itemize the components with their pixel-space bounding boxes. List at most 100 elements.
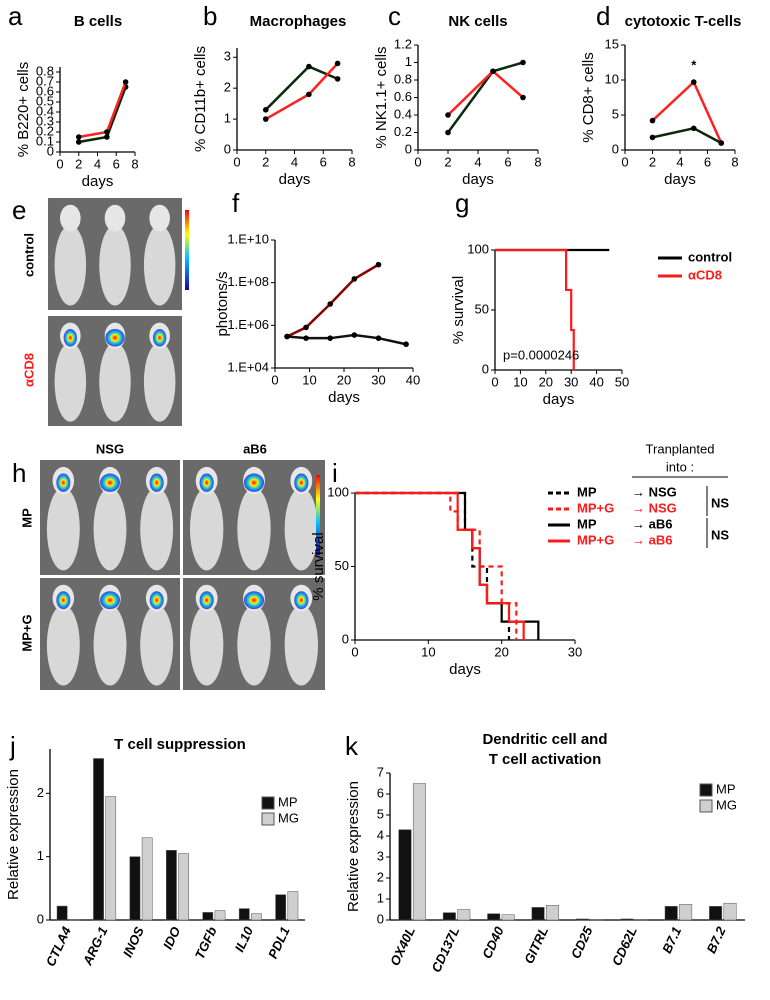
data-point bbox=[104, 129, 110, 135]
x-tick-label: 2 bbox=[75, 156, 82, 171]
survival-curve bbox=[355, 491, 540, 640]
y-tick-label: 3 bbox=[224, 49, 231, 64]
y-axis-label: % CD8+ cells bbox=[580, 52, 597, 142]
survival-curve bbox=[355, 491, 518, 640]
mouse-body bbox=[93, 487, 127, 571]
bar bbox=[56, 905, 68, 921]
y-tick-label: 10 bbox=[605, 71, 619, 86]
legend-label: MP bbox=[577, 516, 597, 531]
annotation: p=0.0000246 bbox=[503, 347, 579, 362]
data-point bbox=[351, 276, 358, 282]
mouse-body bbox=[93, 604, 127, 686]
mouse-body bbox=[189, 604, 224, 686]
y-axis-label: % survival bbox=[310, 532, 327, 600]
bar bbox=[487, 913, 501, 921]
survival-curve bbox=[355, 491, 511, 640]
data-point bbox=[649, 117, 656, 124]
bioluminescence bbox=[63, 329, 78, 347]
y-tick-label: 6 bbox=[377, 785, 384, 800]
legend-label: MG bbox=[278, 810, 299, 825]
data-point bbox=[334, 60, 341, 67]
panel-letter: c bbox=[388, 1, 401, 31]
panel-letter: d bbox=[596, 1, 610, 31]
bar bbox=[723, 902, 737, 921]
bioluminescence bbox=[100, 591, 120, 610]
bar bbox=[457, 909, 471, 921]
y-tick-label: 0.5 bbox=[36, 93, 54, 108]
x-tick-label: CD40 bbox=[479, 924, 507, 961]
x-axis-label: days bbox=[328, 389, 360, 406]
x-tick-label: 10 bbox=[421, 644, 435, 659]
x-tick-label: 6 bbox=[113, 156, 120, 171]
bar bbox=[590, 919, 604, 921]
mouse-body bbox=[140, 604, 174, 686]
x-tick-label: 8 bbox=[348, 154, 355, 169]
y-tick-label: 0 bbox=[377, 911, 384, 926]
bar bbox=[202, 912, 214, 921]
y-tick-label: 0.2 bbox=[394, 124, 412, 139]
y-axis-label: % B220+ cells bbox=[15, 62, 32, 157]
bar bbox=[251, 913, 262, 921]
series-line bbox=[446, 61, 524, 134]
x-axis-label: days bbox=[279, 171, 311, 188]
y-tick-label: 100 bbox=[467, 241, 489, 256]
data-point bbox=[490, 68, 496, 75]
legend-label: MG bbox=[716, 797, 737, 812]
series-line bbox=[78, 81, 127, 139]
data-point bbox=[327, 301, 334, 307]
bioluminescence bbox=[199, 473, 214, 492]
x-tick-label: OX40L bbox=[387, 924, 418, 968]
row-label: control bbox=[21, 233, 36, 277]
bar bbox=[141, 837, 153, 921]
mouse-body bbox=[46, 604, 80, 686]
mouse-head bbox=[149, 204, 170, 232]
y-tick-label: 2 bbox=[224, 80, 231, 95]
mouse-body bbox=[99, 342, 131, 422]
legend-label: control bbox=[688, 249, 732, 264]
legend-swatch bbox=[261, 796, 275, 810]
data-point bbox=[75, 139, 82, 145]
y-axis-label: photons/s bbox=[214, 271, 231, 336]
x-tick-label: 8 bbox=[534, 154, 541, 169]
row-label: MP+G bbox=[19, 614, 34, 651]
data-point bbox=[690, 125, 697, 132]
bar bbox=[68, 919, 80, 921]
x-tick-label: 6 bbox=[320, 154, 327, 169]
panel-letter: f bbox=[232, 188, 240, 218]
y-tick-label: 2 bbox=[377, 869, 384, 884]
x-tick-label: 2 bbox=[649, 154, 656, 169]
bioluminescence bbox=[152, 329, 167, 347]
series-line bbox=[652, 126, 722, 145]
panel-letter: k bbox=[345, 731, 359, 761]
y-tick-label: 50 bbox=[475, 301, 489, 316]
mouse-body bbox=[140, 487, 174, 571]
y-tick-label: 1.2 bbox=[394, 36, 412, 51]
data-point bbox=[327, 335, 334, 341]
bioluminescence bbox=[149, 473, 164, 492]
chart-title: Macrophages bbox=[250, 13, 347, 30]
x-tick-label: 10 bbox=[302, 372, 316, 387]
x-tick-label: B7.1 bbox=[659, 924, 684, 955]
chart-title: cytotoxic T-cells bbox=[625, 13, 742, 30]
data-point bbox=[75, 134, 82, 140]
bar bbox=[238, 908, 250, 921]
y-tick-label: 0 bbox=[47, 143, 54, 158]
data-point bbox=[649, 134, 656, 141]
data-point bbox=[520, 59, 526, 66]
mouse-body bbox=[237, 487, 271, 571]
legend-label: MP bbox=[278, 794, 298, 809]
x-tick-label: CTLA4 bbox=[43, 924, 75, 969]
x-tick-label: GITRL bbox=[521, 924, 551, 966]
x-tick-label: 2 bbox=[262, 154, 269, 169]
x-tick-label: CD25 bbox=[568, 924, 596, 961]
color-scale bbox=[185, 210, 189, 290]
y-tick-label: 0 bbox=[342, 631, 349, 646]
ns-label: NS bbox=[711, 527, 729, 542]
y-tick-label: 1 bbox=[37, 848, 44, 863]
x-tick-label: CD137L bbox=[428, 924, 462, 974]
y-tick-label: 1 bbox=[224, 111, 231, 126]
data-point bbox=[262, 116, 269, 122]
x-tick-label: 6 bbox=[504, 154, 511, 169]
legend-title: Tranplanted bbox=[646, 441, 715, 456]
data-point bbox=[520, 94, 526, 101]
